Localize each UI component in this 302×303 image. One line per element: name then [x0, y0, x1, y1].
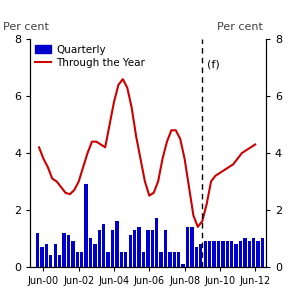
Bar — [45, 244, 48, 267]
Bar — [186, 227, 189, 267]
Bar — [67, 235, 70, 267]
Bar — [256, 241, 260, 267]
Bar — [62, 233, 66, 267]
Bar — [71, 241, 75, 267]
Bar — [124, 252, 127, 267]
Bar — [173, 252, 176, 267]
Bar — [115, 221, 119, 267]
Bar — [212, 241, 216, 267]
Bar — [40, 247, 44, 267]
Bar — [58, 255, 61, 267]
Bar — [151, 230, 154, 267]
Bar — [164, 230, 167, 267]
Bar — [243, 238, 246, 267]
Bar — [98, 230, 101, 267]
Bar — [248, 241, 251, 267]
Bar — [199, 244, 202, 267]
Bar — [226, 241, 229, 267]
Bar — [155, 218, 158, 267]
Bar — [120, 252, 123, 267]
Bar — [80, 252, 83, 267]
Bar — [190, 227, 194, 267]
Bar — [261, 238, 264, 267]
Bar — [53, 244, 57, 267]
Bar — [182, 264, 185, 267]
Bar — [137, 227, 141, 267]
Text: Per cent: Per cent — [3, 22, 49, 32]
Bar — [129, 235, 132, 267]
Bar — [146, 230, 149, 267]
Bar — [230, 241, 233, 267]
Bar — [221, 241, 224, 267]
Bar — [93, 244, 97, 267]
Bar — [252, 238, 255, 267]
Legend: Quarterly, Through the Year: Quarterly, Through the Year — [35, 45, 145, 68]
Bar — [159, 252, 163, 267]
Bar — [36, 233, 39, 267]
Bar — [76, 252, 79, 267]
Bar — [195, 247, 198, 267]
Bar — [102, 224, 105, 267]
Bar — [142, 252, 145, 267]
Bar — [234, 244, 238, 267]
Bar — [111, 230, 114, 267]
Bar — [208, 241, 211, 267]
Bar — [107, 252, 110, 267]
Text: (f): (f) — [207, 59, 219, 69]
Bar — [49, 255, 53, 267]
Bar — [204, 241, 207, 267]
Bar — [239, 241, 242, 267]
Bar — [217, 241, 220, 267]
Text: Per cent: Per cent — [217, 22, 263, 32]
Bar — [84, 184, 88, 267]
Bar — [133, 230, 136, 267]
Bar — [89, 238, 92, 267]
Bar — [168, 252, 172, 267]
Bar — [177, 252, 180, 267]
